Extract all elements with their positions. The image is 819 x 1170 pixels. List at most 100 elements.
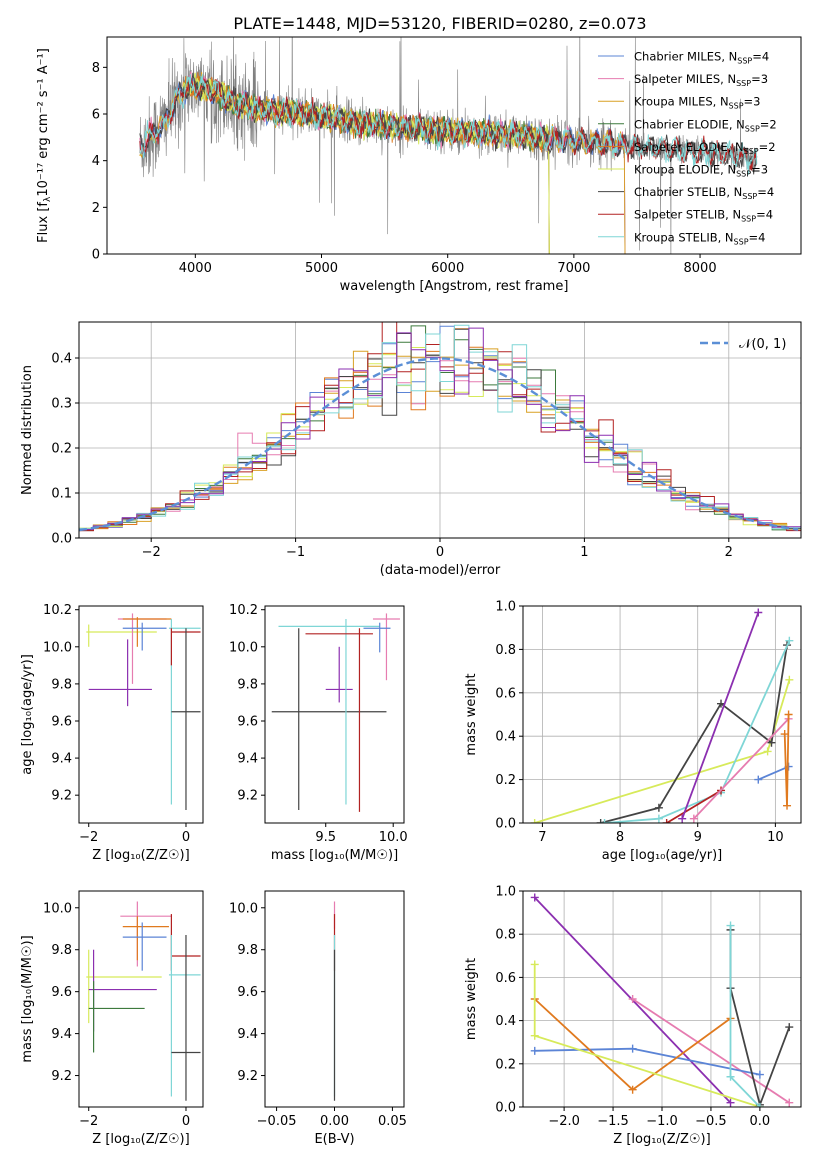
y-axis-label: age [log₁₀(age/yr)]: [20, 654, 35, 775]
legend-suffix: =2: [759, 140, 776, 154]
x-tick-label: 0: [182, 830, 190, 845]
x-axis-label: E(B-V): [314, 1132, 354, 1147]
mass-weight-line: [666, 789, 722, 823]
plus-marker: [530, 1046, 539, 1055]
mass-weight-line: [604, 640, 791, 823]
y-tick-label: 10.0: [229, 901, 258, 916]
y-tick-label: 0.0: [51, 532, 72, 547]
plus-marker: [726, 1098, 735, 1107]
y-tick-label: 0.6: [495, 971, 516, 986]
plus-marker: [530, 1031, 539, 1040]
spectrum-model-line: [139, 73, 758, 175]
chart-massweight_vs_age: 7 8 9 10 0.0 0.2 0.4 0.6 0.8 1.0 age [log₁₀(age/yr…: [464, 600, 802, 863]
x-axis-label: (data-model)/error: [380, 563, 501, 578]
y-tick-label: 4: [92, 154, 100, 169]
plus-marker: [628, 995, 637, 1003]
plus-marker: [780, 730, 789, 739]
legend-sub: SSP: [745, 124, 760, 133]
plot-area-mass_vs_Z: [86, 901, 201, 1101]
y-tick-label: 10.0: [43, 640, 72, 655]
mass-weight-line: [757, 765, 789, 781]
spectrum-model-line: [139, 71, 626, 254]
plus-marker: [628, 1044, 637, 1053]
legend-sub: SSP: [736, 170, 751, 179]
legend-entry: Chabrier STELIB, NSSP=4: [634, 185, 774, 201]
x-tick-label: −0.5: [695, 1114, 727, 1129]
y-tick-label: 9.4: [237, 752, 258, 767]
mass-weight-line: [681, 612, 760, 820]
x-tick-label: 0.05: [378, 1114, 407, 1129]
y-tick-label: 9.4: [51, 752, 72, 767]
axes-frame: [78, 890, 204, 1108]
plus-marker: [530, 893, 539, 902]
gaussian-curve: [79, 357, 799, 532]
y-tick-label: 0.8: [495, 643, 516, 658]
x-axis-label: Z [log₁₀(Z/Z☉)]: [92, 1132, 189, 1147]
legend-text: Salpeter STELIB, N: [634, 208, 741, 222]
x-axis-label: mass [log₁₀(M/M☉)]: [271, 848, 398, 863]
y-tick-label: 0.3: [51, 397, 72, 412]
y-axis-label: mass [log₁₀(M/M☉)]: [20, 935, 35, 1062]
plus-marker: [654, 803, 663, 812]
plus-marker: [785, 1023, 794, 1032]
y-tick-label: 9.4: [51, 1027, 72, 1042]
legend-suffix: =4: [756, 208, 773, 222]
x-tick-label: 8: [616, 830, 624, 845]
y-tick-label: 0.2: [495, 773, 516, 788]
x-tick-label: 0: [436, 545, 444, 560]
y-tick-label: 0.2: [51, 442, 72, 457]
legend-entry: Kroupa STELIB, NSSP=4: [634, 230, 765, 246]
y-tick-label: 9.6: [237, 714, 258, 729]
y-tick-label: 9.6: [51, 985, 72, 1000]
plus-marker: [763, 747, 772, 756]
y-tick-label: 10.2: [229, 603, 258, 618]
y-tick-label: 10.2: [43, 603, 72, 618]
plot-area-residuals: [79, 322, 801, 532]
legend-entry: Salpeter STELIB, NSSP=4: [634, 208, 773, 224]
plus-marker: [726, 1072, 735, 1081]
spectrum-model-line: [182, 76, 550, 254]
y-axis-label: mass weight: [464, 958, 479, 1040]
x-tick-label: 10.0: [379, 830, 408, 845]
plus-marker: [530, 960, 539, 969]
y-tick-label: 9.8: [51, 943, 72, 958]
y-tick-label: 0.1: [51, 487, 72, 502]
legend-suffix: =4: [757, 185, 774, 199]
axes-frame: [78, 605, 204, 824]
mass-weight-line: [693, 718, 790, 820]
plus-marker: [785, 675, 794, 684]
y-tick-label: 0.8: [495, 928, 516, 943]
y-tick-label: 0.4: [495, 730, 516, 745]
legend-suffix: =3: [744, 95, 761, 109]
axes-frame: [522, 890, 802, 1108]
legend-text: Kroupa MILES, N: [634, 95, 729, 109]
plus-marker: [530, 819, 539, 823]
y-tick-label: 9.8: [237, 677, 258, 692]
x-tick-label: −1.5: [597, 1114, 629, 1129]
y-tick-label: 1.0: [495, 885, 516, 900]
y-tick-label: 0.2: [495, 1057, 516, 1072]
mass-weight-line: [632, 998, 790, 1104]
y-axis-label: Flux [fλ10⁻¹⁷ erg cm⁻² s⁻¹ A⁻¹]: [36, 48, 53, 243]
legend-suffix: =3: [751, 163, 768, 177]
legend-text: Chabrier ELODIE, N: [634, 117, 745, 131]
plus-marker: [784, 710, 793, 719]
y-tick-label: 9.2: [237, 789, 258, 804]
plus-marker: [785, 636, 794, 645]
y-tick-label: 8: [92, 61, 100, 76]
legend-entry: Salpeter ELODIE, NSSP=2: [634, 140, 776, 156]
legend-suffix: =3: [751, 72, 768, 86]
legend-text: Chabrier STELIB, N: [634, 185, 742, 199]
y-tick-label: 9.8: [237, 943, 258, 958]
x-tick-label: −1.0: [646, 1114, 678, 1129]
spectrum-model-line: [139, 71, 626, 254]
plus-marker: [755, 1103, 764, 1107]
plus-marker: [628, 1085, 637, 1094]
x-tick-label: −2.0: [548, 1114, 580, 1129]
y-tick-label: 0.0: [495, 1101, 516, 1116]
plus-marker: [600, 819, 609, 823]
y-tick-label: 2: [92, 201, 100, 216]
x-tick-label: 10: [767, 830, 784, 845]
x-tick-label: 0.00: [320, 1114, 349, 1129]
